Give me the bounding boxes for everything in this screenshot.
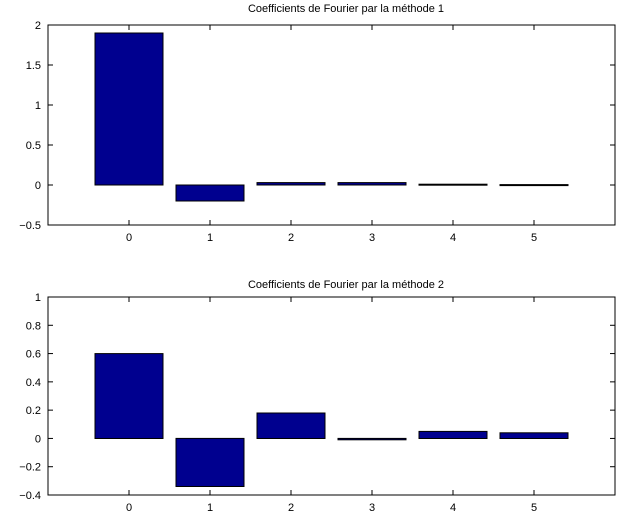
chart-1-bar-3 — [337, 182, 407, 186]
chart-1-bars — [94, 32, 569, 202]
chart-1-y-tick-label: −0.5 — [19, 220, 41, 232]
chart-1-y-tick-label: 2 — [35, 20, 41, 32]
chart-1-x-tick-label: 2 — [288, 232, 294, 244]
chart-2-y-tick-label: 0 — [35, 433, 41, 445]
chart-1-x-tick-label: 3 — [369, 232, 375, 244]
chart-2-x-ticks: 0 1 2 3 4 5 — [126, 297, 537, 514]
chart-1-x-ticks: 0 1 2 3 4 5 — [126, 25, 537, 244]
chart-2-bar-1 — [175, 437, 245, 487]
chart-2-x-tick-label: 4 — [450, 502, 456, 514]
chart-2-x-tick-label: 0 — [126, 502, 132, 514]
chart-1-x-tick-label: 5 — [531, 232, 537, 244]
chart-2-bar-3 — [337, 437, 407, 441]
chart-1-bar-1 — [175, 184, 245, 202]
chart-2-y-tick-label: 1 — [35, 292, 41, 304]
chart-1-y-tick-label: 1 — [35, 100, 41, 112]
chart-2-bars — [94, 353, 569, 487]
chart-2-y-tick-label: 0.2 — [26, 405, 41, 417]
chart-2-bar-0 — [94, 353, 164, 440]
chart-2-x-tick-label: 2 — [288, 502, 294, 514]
chart-2-y-tick-label: 0.6 — [26, 349, 41, 361]
chart-1-y-tick-label: 1.5 — [26, 60, 41, 72]
chart-2-bar-5 — [499, 432, 569, 439]
chart-2-y-tick-label: 0.4 — [26, 377, 41, 389]
chart-2-x-tick-label: 1 — [207, 502, 213, 514]
chart-2: Coefficients de Fourier par la méthode 2… — [19, 279, 616, 514]
chart-1-x-tick-label: 0 — [126, 232, 132, 244]
chart-2-bar-4 — [418, 430, 488, 439]
chart-2-y-tick-label: 0.8 — [26, 320, 41, 332]
chart-1-bar-0 — [94, 32, 164, 186]
chart-1-bar-2 — [256, 182, 326, 186]
chart-2-y-tick-label: −0.2 — [19, 462, 41, 474]
chart-2-bar-2 — [256, 412, 326, 439]
chart-1-bar-4 — [418, 183, 488, 186]
chart-1-x-tick-label: 1 — [207, 232, 213, 244]
chart-1-y-tick-label: 0 — [35, 180, 41, 192]
chart-1-x-tick-label: 4 — [450, 232, 456, 244]
chart-2-y-tick-label: −0.4 — [19, 490, 41, 502]
chart-2-title: Coefficients de Fourier par la méthode 2 — [248, 279, 444, 291]
chart-1-title: Coefficients de Fourier par la méthode 1 — [248, 3, 444, 15]
chart-1-y-tick-label: 0.5 — [26, 140, 41, 152]
chart-1-axes-frame — [47, 24, 616, 226]
chart-2-x-tick-label: 3 — [369, 502, 375, 514]
chart-1: Coefficients de Fourier par la méthode 1… — [19, 3, 616, 244]
chart-2-x-tick-label: 5 — [531, 502, 537, 514]
chart-2-axes-frame — [47, 296, 616, 496]
chart-1-bar-5 — [499, 184, 569, 187]
chart-1-y-ticks: −0.5 0 0.5 1 1.5 2 — [19, 20, 615, 232]
chart-2-y-ticks: −0.4 −0.2 0 0.2 0.4 0.6 0.8 1 — [19, 292, 615, 502]
